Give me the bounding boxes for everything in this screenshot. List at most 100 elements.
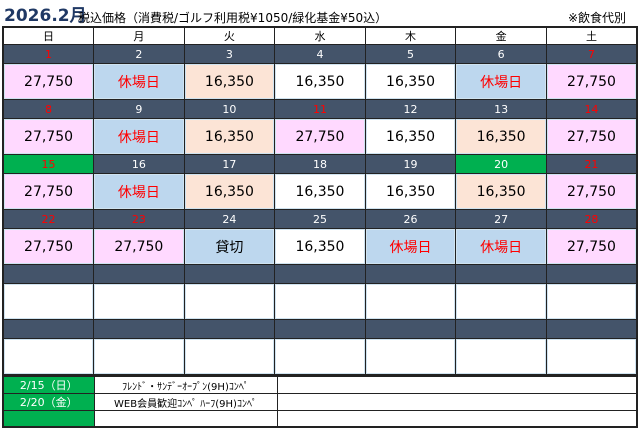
price-cell: 休場日 xyxy=(93,173,185,210)
event-note xyxy=(276,410,638,427)
date-cell xyxy=(2,319,95,339)
event-row xyxy=(2,410,638,427)
price-cell: 27,750 xyxy=(545,63,638,100)
date-cell: 8 xyxy=(2,99,95,119)
price-row xyxy=(2,338,638,375)
price-cell: 27,750 xyxy=(2,63,95,100)
event-note xyxy=(276,375,638,394)
price-subtitle: 税込価格（消費税/ゴルフ利用税¥1050/緑化基金¥50込） xyxy=(78,11,388,25)
note: ※飲食代別 xyxy=(567,11,626,25)
price-cell: 貸切 xyxy=(183,228,276,265)
price-cell: 16,350 xyxy=(274,228,366,265)
date-cell: 12 xyxy=(364,99,457,119)
date-cell: 21 xyxy=(545,154,638,174)
price-cell: 16,350 xyxy=(455,173,547,210)
date-row: 8 9 10 11 12 13 14 xyxy=(2,99,638,119)
event-name: WEB会員歓迎ｺﾝﾍﾟ ﾊｰﾌ(9H)ｺﾝﾍﾟ xyxy=(93,393,278,411)
date-cell: 17 xyxy=(183,154,276,174)
price-cell xyxy=(2,338,95,375)
price-cell: 16,350 xyxy=(455,118,547,155)
price-cell xyxy=(183,283,276,320)
date-row: 15 16 17 18 19 20 21 xyxy=(2,154,638,174)
weekday-label: 日 xyxy=(2,26,95,45)
date-cell: 20 xyxy=(455,154,547,174)
date-cell xyxy=(183,319,276,339)
date-cell: 3 xyxy=(183,44,276,64)
price-cell: 27,750 xyxy=(2,173,95,210)
price-cell: 休場日 xyxy=(93,118,185,155)
date-cell: 16 xyxy=(93,154,185,174)
price-row xyxy=(2,283,638,320)
date-cell: 7 xyxy=(545,44,638,64)
date-cell: 2 xyxy=(93,44,185,64)
price-cell xyxy=(2,283,95,320)
date-cell: 23 xyxy=(93,209,185,229)
event-note xyxy=(276,393,638,411)
date-cell xyxy=(93,319,185,339)
weekday-label: 水 xyxy=(274,26,366,45)
date-cell: 14 xyxy=(545,99,638,119)
price-cell xyxy=(455,338,547,375)
price-cell xyxy=(274,338,366,375)
weekday-label: 木 xyxy=(364,26,457,45)
date-cell xyxy=(455,319,547,339)
date-cell: 9 xyxy=(93,99,185,119)
calendar: 日月火水木金土 1 2 3 4 5 6 7 27,750 休場日 16,350 16,350 16,35… xyxy=(2,26,638,376)
weekday-label: 月 xyxy=(93,26,185,45)
price-cell xyxy=(274,283,366,320)
date-cell: 28 xyxy=(545,209,638,229)
event-date: 2/20（金） xyxy=(2,393,95,411)
event-row: 2/15（日） ﾌﾚﾝﾄﾞ・ｻﾝﾃﾞｰｵｰﾌﾟﾝ(9H)ｺﾝﾍﾟ xyxy=(2,375,638,394)
price-cell: 16,350 xyxy=(364,173,457,210)
date-cell: 6 xyxy=(455,44,547,64)
date-row xyxy=(2,264,638,284)
date-cell: 11 xyxy=(274,99,366,119)
price-cell: 休場日 xyxy=(93,63,185,100)
date-cell: 25 xyxy=(274,209,366,229)
date-cell: 10 xyxy=(183,99,276,119)
date-cell: 18 xyxy=(274,154,366,174)
price-cell: 休場日 xyxy=(364,228,457,265)
price-cell: 27,750 xyxy=(545,228,638,265)
price-cell: 27,750 xyxy=(545,173,638,210)
price-cell: 16,350 xyxy=(274,173,366,210)
event-name: ﾌﾚﾝﾄﾞ・ｻﾝﾃﾞｰｵｰﾌﾟﾝ(9H)ｺﾝﾍﾟ xyxy=(93,375,278,394)
date-cell: 22 xyxy=(2,209,95,229)
date-row xyxy=(2,319,638,339)
price-cell: 16,350 xyxy=(183,173,276,210)
event-date: 2/15（日） xyxy=(2,375,95,394)
date-cell: 1 xyxy=(2,44,95,64)
date-cell xyxy=(274,264,366,284)
event-date xyxy=(2,410,95,427)
event-name xyxy=(93,410,278,427)
date-cell xyxy=(545,319,638,339)
price-cell xyxy=(545,338,638,375)
event-row: 2/20（金） WEB会員歓迎ｺﾝﾍﾟ ﾊｰﾌ(9H)ｺﾝﾍﾟ xyxy=(2,393,638,411)
price-cell xyxy=(183,338,276,375)
weekday-label: 火 xyxy=(183,26,276,45)
price-cell: 16,350 xyxy=(364,118,457,155)
date-cell xyxy=(455,264,547,284)
page-title: 2026.2月 xyxy=(4,6,87,26)
price-cell: 27,750 xyxy=(2,118,95,155)
price-row: 27,750 休場日 16,350 27,750 16,350 16,350 27,750 xyxy=(2,118,638,155)
date-cell: 19 xyxy=(364,154,457,174)
date-row: 22 23 24 25 26 27 28 xyxy=(2,209,638,229)
weekday-label: 土 xyxy=(545,26,638,45)
date-cell: 5 xyxy=(364,44,457,64)
price-row: 27,750 休場日 16,350 16,350 16,350 休場日 27,750 xyxy=(2,63,638,100)
date-cell: 13 xyxy=(455,99,547,119)
price-cell: 16,350 xyxy=(183,63,276,100)
date-cell xyxy=(364,264,457,284)
price-cell: 休場日 xyxy=(455,228,547,265)
price-cell: 休場日 xyxy=(455,63,547,100)
date-cell: 24 xyxy=(183,209,276,229)
date-cell xyxy=(93,264,185,284)
price-cell xyxy=(93,283,185,320)
price-cell xyxy=(93,338,185,375)
date-cell: 27 xyxy=(455,209,547,229)
price-cell: 16,350 xyxy=(364,63,457,100)
date-cell xyxy=(545,264,638,284)
weekday-label: 金 xyxy=(455,26,547,45)
